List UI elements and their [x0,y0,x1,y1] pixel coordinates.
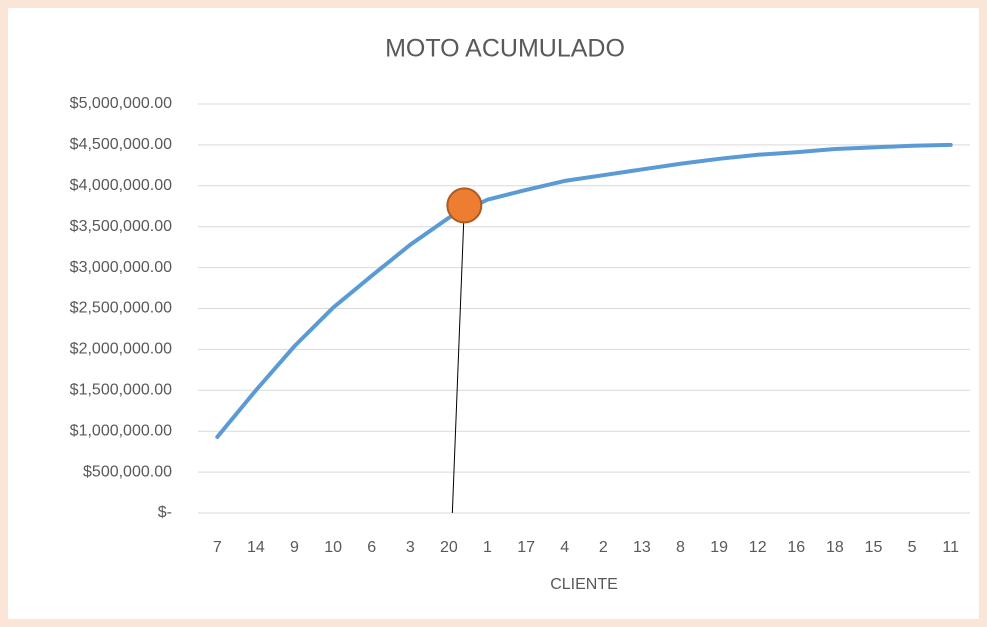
x-tick-label: 20 [440,539,458,556]
chart-title: MOTO ACUMULADO [385,35,625,63]
y-tick-label: $- [158,504,172,521]
x-tick-label: 19 [710,539,728,556]
x-tick-label: 18 [826,539,844,556]
x-tick-label: 7 [213,539,222,556]
x-tick-label: 12 [749,539,767,556]
y-tick-label: $1,500,000.00 [70,382,172,399]
x-tick-label: 6 [367,539,376,556]
x-tick-label: 15 [865,539,883,556]
x-tick-label: 2 [599,539,608,556]
y-tick-label: $500,000.00 [83,463,172,480]
y-tick-label: $3,000,000.00 [70,259,172,276]
x-tick-label: 16 [787,539,805,556]
y-tick-label: $2,500,000.00 [70,300,172,317]
y-tick-label: $4,500,000.00 [70,136,172,153]
x-tick-label: 1 [483,539,492,556]
pointer-line [451,205,465,514]
x-axis-label: CLIENTE [550,576,618,593]
y-tick-label: $4,000,000.00 [70,177,172,194]
x-tick-label: 8 [676,539,685,556]
x-tick-label: 11 [942,539,959,556]
x-tick-label: 14 [247,539,265,556]
x-tick-label: 9 [290,539,299,556]
x-tick-label: 3 [406,539,415,556]
y-tick-label: $1,000,000.00 [70,422,172,439]
line-series [215,142,953,439]
chart-area [8,8,979,619]
y-tick-label: $2,000,000.00 [70,341,172,358]
x-tick-label: 13 [633,539,651,556]
x-tick-label: 4 [560,539,569,556]
highlight-marker [446,187,483,224]
x-tick-label: 5 [908,539,917,556]
y-tick-label: $3,500,000.00 [70,218,172,235]
x-tick-label: 17 [517,539,535,556]
x-tick-label: 10 [324,539,342,556]
y-tick-label: $5,000,000.00 [70,95,172,112]
